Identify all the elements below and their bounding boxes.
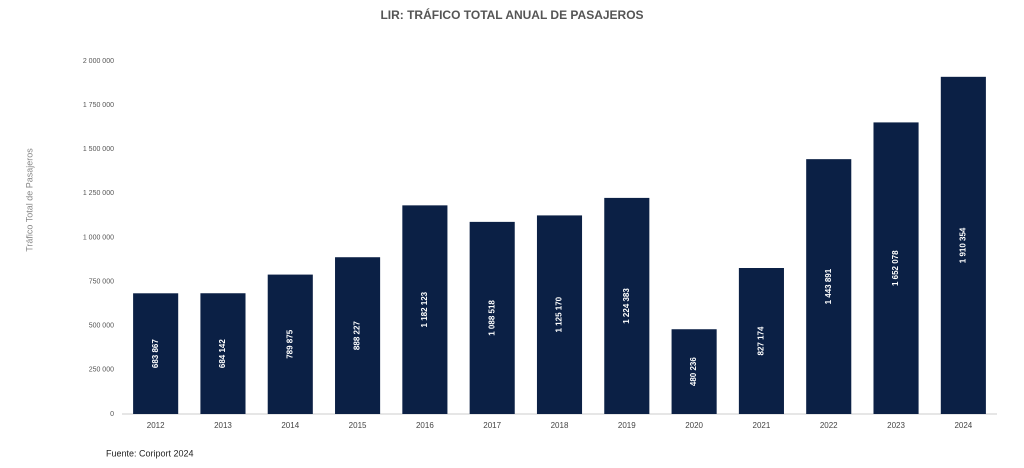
data-label: 1 910 354 xyxy=(958,227,967,263)
x-tick-label: 2014 xyxy=(281,421,299,430)
x-tick-label: 2022 xyxy=(820,421,838,430)
bar xyxy=(873,122,919,414)
data-label: 683 867 xyxy=(151,339,160,368)
bar xyxy=(402,205,448,414)
y-tick-label: 500 000 xyxy=(89,323,114,330)
data-label: 1 125 170 xyxy=(555,296,564,332)
x-tick-label: 2015 xyxy=(349,421,367,430)
x-tick-label: 2020 xyxy=(685,421,703,430)
y-tick-label: 1 500 000 xyxy=(83,146,114,153)
x-tick-label: 2024 xyxy=(954,421,972,430)
bar xyxy=(536,215,583,414)
bar xyxy=(335,257,381,414)
x-tick-label: 2018 xyxy=(551,421,569,430)
data-label: 684 142 xyxy=(218,339,227,368)
y-tick-label: 750 000 xyxy=(89,278,114,285)
data-label: 827 174 xyxy=(757,326,766,355)
bar xyxy=(940,76,986,415)
data-label: 1 652 078 xyxy=(891,250,900,286)
y-tick-label: 250 000 xyxy=(89,367,114,374)
chart-title: LIR: TRÁFICO TOTAL ANUAL DE PASAJEROS xyxy=(380,7,643,22)
x-tick-label: 2013 xyxy=(214,421,232,430)
data-label: 1 443 891 xyxy=(824,268,833,304)
bar xyxy=(604,197,650,414)
x-tick-label: 2019 xyxy=(618,421,636,430)
bar xyxy=(738,268,784,414)
bar xyxy=(267,274,313,414)
data-label: 480 236 xyxy=(689,357,698,386)
y-tick-label: 2 000 000 xyxy=(83,58,114,65)
x-tick-label: 2012 xyxy=(147,421,165,430)
y-tick-label: 1 250 000 xyxy=(83,190,114,197)
bar xyxy=(133,293,179,414)
source-note: Fuente: Coriport 2024 xyxy=(106,448,194,458)
x-tick-label: 2023 xyxy=(887,421,905,430)
x-tick-label: 2017 xyxy=(483,421,501,430)
bar xyxy=(806,159,852,414)
y-tick-label: 1 000 000 xyxy=(83,234,114,241)
bar xyxy=(671,329,717,414)
x-tick-label: 2016 xyxy=(416,421,434,430)
data-label: 888 227 xyxy=(353,321,362,350)
data-label: 1 088 518 xyxy=(487,300,496,336)
y-tick-label: 1 750 000 xyxy=(83,102,114,109)
bar xyxy=(469,221,515,414)
y-tick-label: 0 xyxy=(110,411,114,418)
y-axis-label: Tráfico Total de Pasajeros xyxy=(24,148,34,252)
x-tick-label: 2021 xyxy=(753,421,771,430)
bar xyxy=(200,293,246,414)
data-label: 1 224 383 xyxy=(622,288,631,324)
data-label: 1 182 123 xyxy=(420,291,429,327)
data-label: 789 875 xyxy=(285,329,294,358)
